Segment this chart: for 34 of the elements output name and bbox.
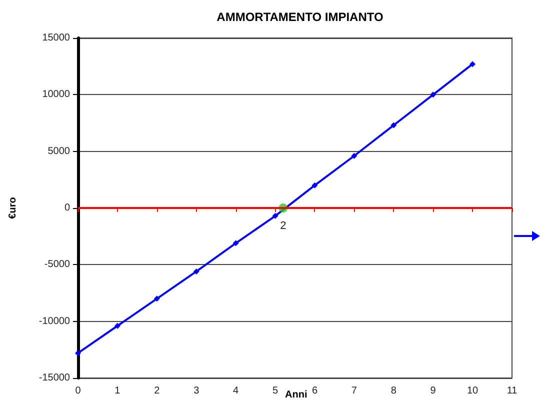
y-tick-label: -15000 bbox=[38, 372, 70, 384]
annotation: 2 bbox=[280, 220, 286, 232]
point bbox=[114, 322, 120, 329]
point bbox=[154, 296, 160, 302]
y-tick-label: 10000 bbox=[42, 89, 70, 100]
chart-title: AMMORTAMENTO IMPIANTO bbox=[216, 10, 384, 24]
y-tick-label: 15000 bbox=[42, 32, 70, 44]
x-tick-label: 2 bbox=[154, 386, 160, 396]
point bbox=[390, 122, 397, 128]
x-tick-label: 9 bbox=[430, 386, 436, 396]
y-tick-label: -5000 bbox=[44, 259, 70, 270]
y-tick-label: 5000 bbox=[48, 146, 70, 157]
x-tick-label: 5 bbox=[272, 386, 278, 396]
point bbox=[232, 240, 239, 246]
x-tick-label: 7 bbox=[351, 386, 358, 396]
text: Anni bbox=[285, 390, 308, 400]
point bbox=[75, 350, 81, 356]
x-tick-label: 3 bbox=[194, 386, 200, 396]
x-tick-label: 0 bbox=[75, 386, 82, 396]
x-tick-label: 1 bbox=[114, 386, 121, 396]
y-axis-title: €uro bbox=[8, 197, 18, 219]
point bbox=[193, 268, 200, 274]
point bbox=[430, 92, 436, 98]
x-tick-label: 4 bbox=[233, 386, 240, 396]
y-tick-label: -10000 bbox=[38, 316, 70, 327]
x-tick-label: 10 bbox=[466, 386, 479, 396]
x-tick-label: 11 bbox=[506, 386, 518, 396]
y-tick-label: 0 bbox=[64, 202, 70, 214]
point bbox=[312, 182, 318, 188]
point bbox=[470, 61, 476, 68]
point bbox=[351, 152, 358, 159]
x-tick-label: 6 bbox=[312, 386, 318, 396]
x-tick-label: 8 bbox=[390, 386, 397, 396]
point bbox=[272, 212, 278, 219]
